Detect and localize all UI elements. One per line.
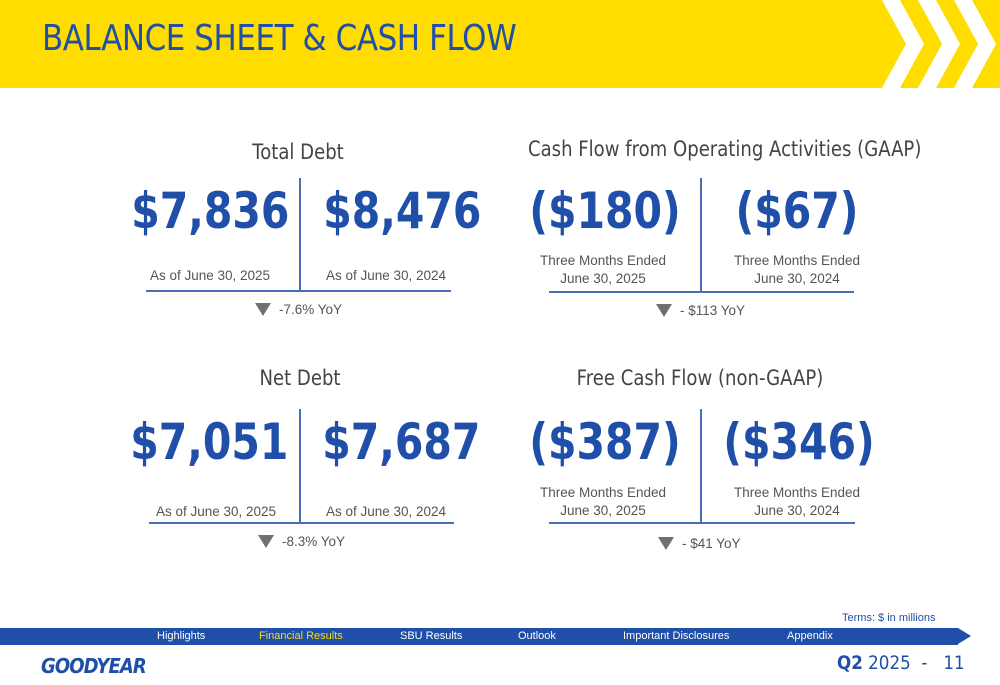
terms-note: Terms: $ in millions <box>842 612 936 624</box>
caption-line: Three Months Ended <box>539 253 667 268</box>
cash-flow-ops-title: Cash Flow from Operating Activities (GAA… <box>528 137 922 161</box>
nav-financial-results[interactable]: Financial Results <box>259 630 343 642</box>
nav-sbu-results[interactable]: SBU Results <box>400 630 463 642</box>
net-debt-2025-value: $7,051 <box>130 413 289 471</box>
net-debt-title: Net Debt <box>259 366 341 390</box>
nav-highlights[interactable]: Highlights <box>157 630 206 642</box>
nav-important-disclosures[interactable]: Important Disclosures <box>623 630 730 642</box>
caption-line: June 30, 2025 <box>560 271 646 286</box>
free-cash-flow-2025-value: ($387) <box>529 413 681 471</box>
cash-flow-ops-2025-value: ($180) <box>529 182 681 240</box>
total-debt-2024-value: $8,476 <box>323 182 482 240</box>
goodyear-logo: GOODYEAR <box>41 654 147 678</box>
free-cash-flow-2024-value: ($346) <box>723 413 875 471</box>
year: 2025 <box>868 652 911 674</box>
nav-outlook[interactable]: Outlook <box>518 630 556 642</box>
down-triangle-icon <box>258 535 274 548</box>
caption-line: June 30, 2024 <box>754 271 840 286</box>
free-cash-flow-yoy: - $41 YoY <box>658 536 741 551</box>
total-debt-yoy: -7.6% YoY <box>255 302 342 317</box>
total-debt-title: Total Debt <box>252 140 344 164</box>
net-debt-2024-caption: As of June 30, 2024 <box>325 504 447 519</box>
total-debt-2025-caption: As of June 30, 2025 <box>149 268 271 283</box>
divider <box>700 409 702 522</box>
caption-line: June 30, 2025 <box>560 503 646 518</box>
page-info: Q2 2025 - 11 <box>837 652 965 674</box>
yoy-text: -7.6% YoY <box>279 302 343 317</box>
page-title: BALANCE SHEET & CASH FLOW <box>42 18 517 59</box>
underline <box>549 522 855 524</box>
caption-line: Three Months Ended <box>733 485 861 500</box>
total-debt-2025-value: $7,836 <box>131 182 290 240</box>
page-number: 11 <box>943 652 965 674</box>
net-debt-2024-value: $7,687 <box>322 413 481 471</box>
yoy-text: -8.3% YoY <box>282 534 346 549</box>
underline <box>549 291 854 293</box>
divider <box>299 178 301 291</box>
chevron-right-icon <box>882 0 996 88</box>
caption-line: Three Months Ended <box>539 485 667 500</box>
underline <box>146 290 451 292</box>
free-cash-flow-title: Free Cash Flow (non-GAAP) <box>576 366 824 390</box>
net-debt-yoy: -8.3% YoY <box>258 534 345 549</box>
quarter: Q2 <box>837 652 863 674</box>
underline <box>149 522 454 524</box>
free-cash-flow-2024-caption: Three Months Ended June 30, 2024 <box>727 484 867 520</box>
divider <box>299 409 301 522</box>
cash-flow-ops-yoy: - $113 YoY <box>656 303 745 318</box>
cash-flow-ops-2024-caption: Three Months Ended June 30, 2024 <box>727 252 867 288</box>
header-bar <box>0 0 1000 88</box>
cash-flow-ops-2025-caption: Three Months Ended June 30, 2025 <box>533 252 673 288</box>
caption-line: June 30, 2024 <box>754 503 840 518</box>
net-debt-2025-caption: As of June 30, 2025 <box>155 504 277 519</box>
yoy-text: - $113 YoY <box>680 303 746 318</box>
down-triangle-icon <box>656 304 672 317</box>
down-triangle-icon <box>255 303 271 316</box>
separator: - <box>921 652 928 674</box>
divider <box>700 178 702 291</box>
nav-arrow <box>958 628 971 644</box>
free-cash-flow-2025-caption: Three Months Ended June 30, 2025 <box>533 484 673 520</box>
yoy-text: - $41 YoY <box>682 536 741 551</box>
nav-appendix[interactable]: Appendix <box>787 630 833 642</box>
down-triangle-icon <box>658 537 674 550</box>
caption-line: Three Months Ended <box>733 253 861 268</box>
nav-bar <box>0 628 958 645</box>
cash-flow-ops-2024-value: ($67) <box>735 182 859 240</box>
total-debt-2024-caption: As of June 30, 2024 <box>325 268 447 283</box>
